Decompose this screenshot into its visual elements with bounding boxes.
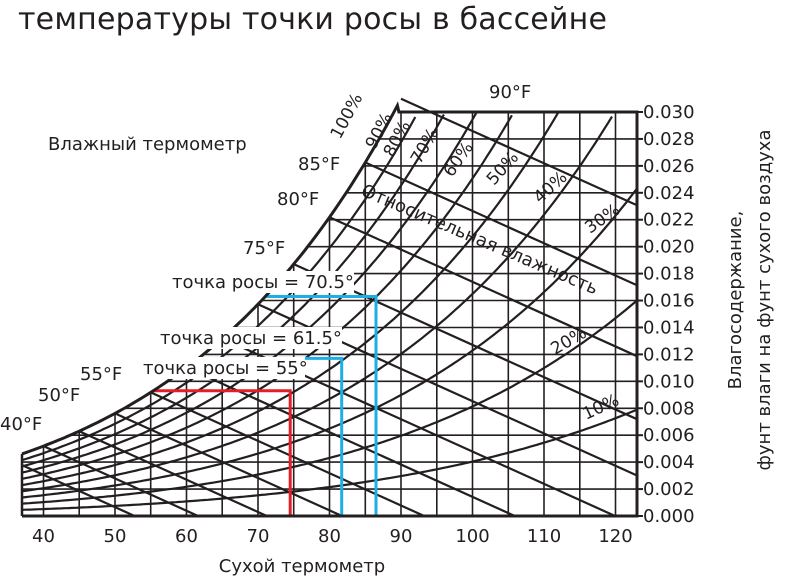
y-tick-label: 0.008 [643,398,695,419]
wet-bulb-value-label: 55°F [80,364,122,385]
y-tick-label: 0.020 [643,237,695,258]
wet-bulb-line-90 [400,97,638,207]
y-axis-label-line2: фунт влаги на фунт сухого воздуха [754,130,775,471]
wet-bulb-line-55 [150,391,425,518]
page-title: температуры точки росы в бассейне [18,2,608,37]
y-tick-label: 0.000 [643,506,695,527]
y-tick-label: 0.014 [643,317,695,338]
wet-bulb-line-40 [43,445,199,518]
dew-point-marker-2 [265,295,378,516]
x-tick-label: 110 [527,526,561,547]
x-tick-label: 100 [455,526,489,547]
wet-bulb-value-label: 80°F [277,189,319,210]
x-tick-label: 90 [390,526,413,547]
dew-point-label-bg [157,327,342,349]
x-axis-label: Сухой термометр [219,556,385,577]
y-tick-label: 0.018 [643,264,695,285]
dew-point-label: точка росы = 70.5° [172,272,354,293]
wet-bulb-line-35 [21,464,136,518]
dew-point-label-bg [140,357,305,379]
wet-bulb-value-label: 50°F [38,385,80,406]
x-tick-label: 40 [32,526,55,547]
wet-bulb-line-80 [329,216,638,358]
chart-labels: 0.000 0.002 0.004 0.006 0.008 0.010 0.012 0.014… [0,82,775,577]
wet-bulb-value-label: 40°F [0,414,42,435]
wet-bulb-line-85 [364,161,638,287]
x-tick-label: 50 [104,526,127,547]
y-tick-label: 0.026 [643,156,695,177]
y-tick-label: 0.010 [643,371,695,392]
dew-point-label: точка росы = 55° [143,358,308,379]
y-tick-label: 0.028 [643,129,695,150]
y-axis-label-line1: Влагосодержание, [725,211,746,390]
wet-bulb-label: Влажный термометр [48,134,247,155]
rh-curve-40 [21,116,613,493]
rh-label: 100% [327,90,367,142]
y-tick-label: 0.002 [643,479,695,500]
y-tick-label: 0.022 [643,210,695,231]
dew-point-label-bg [169,271,354,293]
y-tick-label: 0.024 [643,183,695,204]
x-tick-label: 60 [175,526,198,547]
wet-bulb-line-45 [78,430,268,518]
wet-bulb-value-label: 75°F [243,238,285,259]
wet-bulb-line-50 [114,412,343,518]
rh-curve-60 [21,114,513,480]
x-tick-label: 120 [598,526,632,547]
chart-grid [21,97,638,518]
wet-bulb-line-60 [186,366,516,518]
y-tick-label: 0.012 [643,344,695,365]
wet-bulb-value-label: 90°F [489,82,531,103]
wet-bulb-value-label: 85°F [298,154,340,175]
y-tick-label: 0.016 [643,291,695,312]
x-tick-label: 80 [318,526,341,547]
y-tick-label: 0.030 [643,102,695,123]
rh-title-label: Относительная влажность [358,180,601,299]
dew-point-marker-0 [153,389,292,516]
y-tick-label: 0.006 [643,425,695,446]
y-tick-label: 0.004 [643,452,695,473]
dew-point-label: точка росы = 61.5° [160,328,342,349]
x-tick-label: 70 [247,526,270,547]
